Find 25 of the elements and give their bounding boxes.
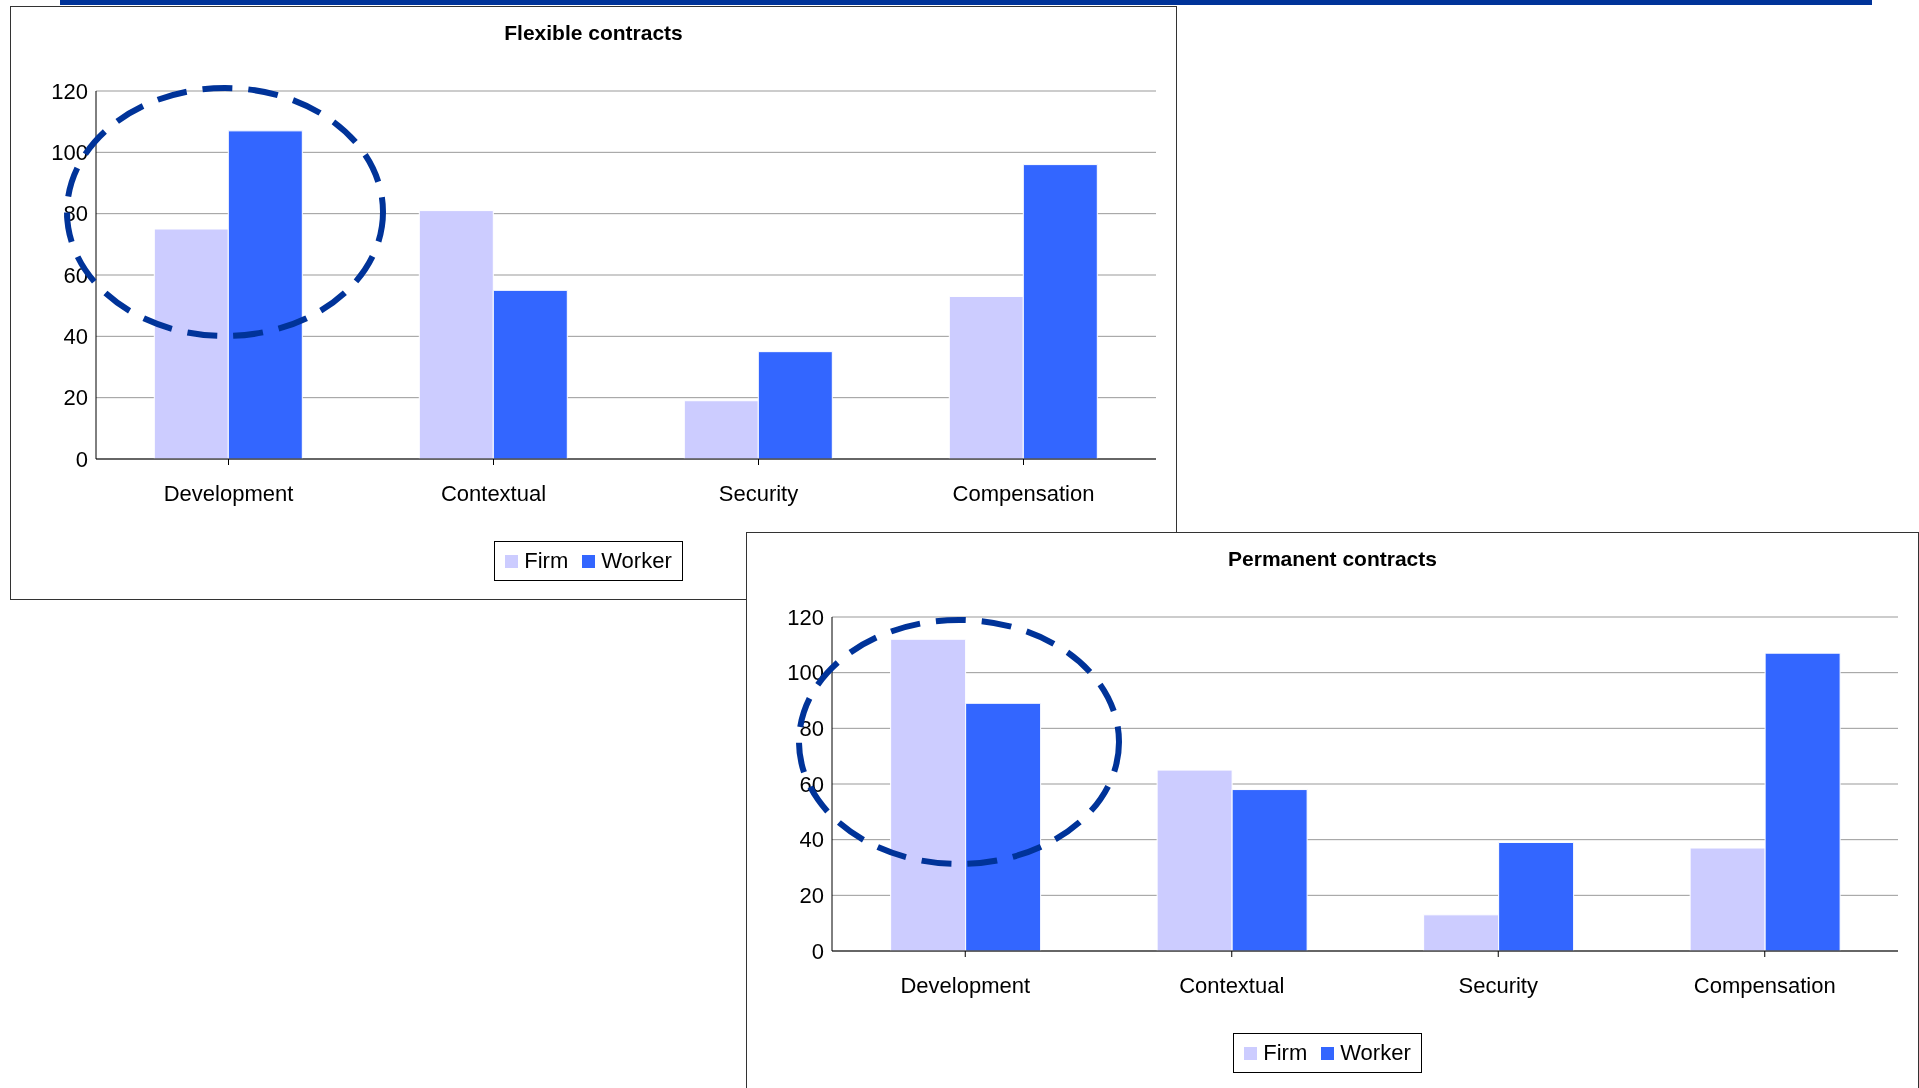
- chart-title: Permanent contracts: [1227, 547, 1438, 571]
- y-tick-label: 40: [63, 324, 88, 350]
- y-tick-label: 100: [51, 140, 88, 166]
- legend-label: Worker: [600, 548, 672, 574]
- y-tick-label: 120: [51, 78, 88, 104]
- y-tick-label: 20: [799, 883, 824, 909]
- x-tick-label: Development: [900, 972, 1031, 998]
- x-tick-label: Compensation: [1693, 972, 1836, 998]
- legend-label: Firm: [1262, 1040, 1308, 1066]
- chart-title: Flexible contracts: [503, 21, 684, 45]
- x-tick-label: Compensation: [952, 480, 1095, 506]
- y-tick-label: 40: [799, 827, 824, 853]
- x-tick-label: Security: [718, 480, 799, 506]
- y-tick-label: 20: [63, 385, 88, 411]
- legend-label: Firm: [523, 548, 569, 574]
- x-tick-label: Development: [163, 480, 294, 506]
- y-tick-label: 120: [787, 604, 824, 630]
- x-tick-label: Security: [1458, 972, 1538, 998]
- x-tick-label: Contextual: [440, 480, 547, 506]
- y-tick-label: 100: [787, 660, 824, 686]
- y-tick-label: 0: [75, 446, 88, 472]
- y-tick-label: 0: [811, 938, 824, 964]
- legend-label: Worker: [1339, 1040, 1411, 1066]
- x-tick-label: Contextual: [1179, 972, 1285, 998]
- y-tick-label: 60: [799, 771, 824, 797]
